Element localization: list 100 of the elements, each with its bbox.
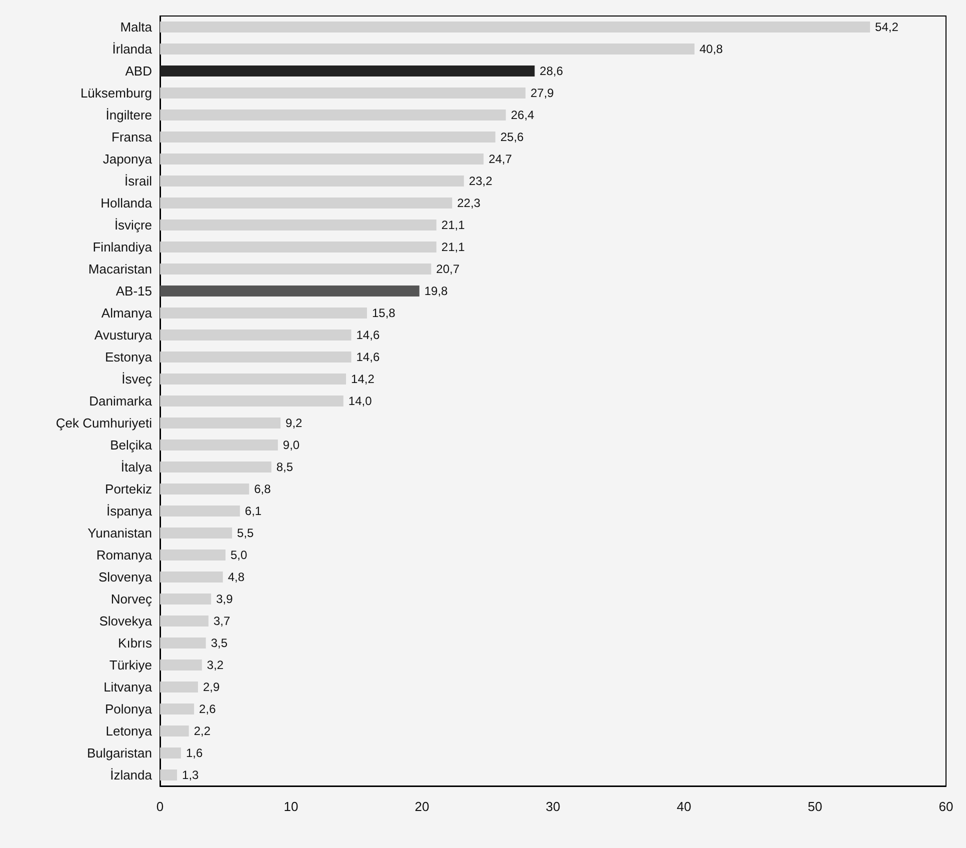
bar <box>160 352 352 362</box>
y-tick-label: İzlanda <box>110 768 153 782</box>
data-label: 54,2 <box>875 20 899 34</box>
data-label: 3,9 <box>216 592 234 606</box>
x-tick-label: 60 <box>938 799 954 814</box>
y-tick-label: İsrail <box>124 174 152 188</box>
data-label: 19,8 <box>424 284 448 298</box>
data-label: 3,2 <box>206 658 224 672</box>
data-label: 21,1 <box>441 240 466 254</box>
data-label: 27,9 <box>530 86 554 100</box>
y-tick-label: Estonya <box>105 350 153 364</box>
data-label: 4,8 <box>228 570 245 584</box>
y-tick-label: İsviçre <box>114 218 152 232</box>
data-label: 14,6 <box>356 328 380 342</box>
data-label: 5,5 <box>237 526 254 540</box>
x-tick-label: 40 <box>676 799 692 814</box>
data-label: 1,6 <box>186 746 203 760</box>
data-label: 20,7 <box>436 262 460 276</box>
bar <box>160 660 202 670</box>
data-label: 26,4 <box>510 108 535 122</box>
bar <box>160 594 212 604</box>
bar <box>160 550 226 560</box>
y-tick-label: Türkiye <box>109 658 152 672</box>
bar <box>160 770 178 780</box>
bar <box>160 748 181 758</box>
bar <box>160 484 250 494</box>
x-tick-label: 0 <box>156 799 164 814</box>
y-tick-label: Portekiz <box>105 482 152 496</box>
bar <box>160 330 352 340</box>
bar <box>160 308 367 318</box>
bar <box>160 616 208 626</box>
y-tick-label: İrlanda <box>112 42 153 56</box>
bar <box>160 154 484 164</box>
bar <box>160 682 198 692</box>
bar <box>160 66 535 76</box>
bar <box>160 22 870 32</box>
y-tick-label: Macaristan <box>88 262 152 276</box>
data-label: 14,6 <box>356 350 380 364</box>
y-tick-label: Fransa <box>112 130 153 144</box>
y-tick-label: Avusturya <box>94 328 153 342</box>
bar <box>160 440 278 450</box>
y-tick-label: Litvanya <box>104 680 153 694</box>
data-label: 2,6 <box>199 702 216 716</box>
data-label: 25,6 <box>500 130 524 144</box>
x-tick-label: 10 <box>284 799 298 814</box>
data-label: 6,1 <box>244 504 262 518</box>
bar <box>160 198 452 208</box>
bar <box>160 572 223 582</box>
y-tick-label: Japonya <box>102 152 153 166</box>
bar <box>160 286 420 296</box>
data-label: 40,8 <box>699 42 724 56</box>
x-tick-label: 30 <box>546 799 560 814</box>
bar <box>160 110 506 120</box>
x-tick-label: 20 <box>414 799 430 814</box>
data-label: 8,5 <box>276 460 294 474</box>
bar <box>160 638 206 648</box>
y-tick-label: Slovekya <box>99 614 153 628</box>
data-label: 2,2 <box>194 724 211 738</box>
bar <box>160 506 240 516</box>
bar <box>160 176 464 186</box>
data-label: 14,2 <box>351 372 375 386</box>
bar <box>160 264 432 274</box>
data-label: 3,5 <box>210 636 228 650</box>
y-tick-label: Hollanda <box>100 196 153 210</box>
y-tick-label: Çek Cumhuriyeti <box>56 416 152 430</box>
bar <box>160 418 281 428</box>
y-tick-label: Slovenya <box>98 570 153 584</box>
data-label: 14,0 <box>348 394 372 408</box>
data-label: 2,9 <box>202 680 220 694</box>
y-tick-label: Belçika <box>110 438 153 452</box>
bar <box>160 462 272 472</box>
y-tick-label: Danimarka <box>89 394 153 408</box>
bar <box>160 528 232 538</box>
y-tick-label: İspanya <box>106 504 153 518</box>
y-tick-label: Almanya <box>101 306 153 320</box>
bar <box>160 132 496 142</box>
data-label: 6,8 <box>254 482 272 496</box>
bar <box>160 704 194 714</box>
bar <box>160 726 189 736</box>
y-tick-label: İtalya <box>120 460 153 474</box>
y-tick-label: Polonya <box>105 702 153 716</box>
bar <box>160 44 694 54</box>
data-label: 21,1 <box>441 218 466 232</box>
bar <box>160 88 526 98</box>
data-label: 22,3 <box>457 196 481 210</box>
data-label: 24,7 <box>488 152 512 166</box>
y-tick-label: İngiltere <box>106 108 152 122</box>
y-tick-label: Kıbrıs <box>118 636 152 650</box>
y-tick-label: Yunanistan <box>88 526 152 540</box>
bar <box>160 220 436 230</box>
y-tick-label: Romanya <box>96 548 153 562</box>
bar <box>160 242 436 252</box>
y-tick-label: İsveç <box>122 372 152 386</box>
data-label: 5,0 <box>230 548 248 562</box>
y-tick-label: Malta <box>120 20 153 34</box>
data-label: 3,7 <box>213 614 230 628</box>
data-label: 23,2 <box>468 174 493 188</box>
data-label: 1,3 <box>182 768 200 782</box>
y-tick-label: AB-15 <box>116 284 152 298</box>
y-tick-label: Letonya <box>106 724 153 738</box>
